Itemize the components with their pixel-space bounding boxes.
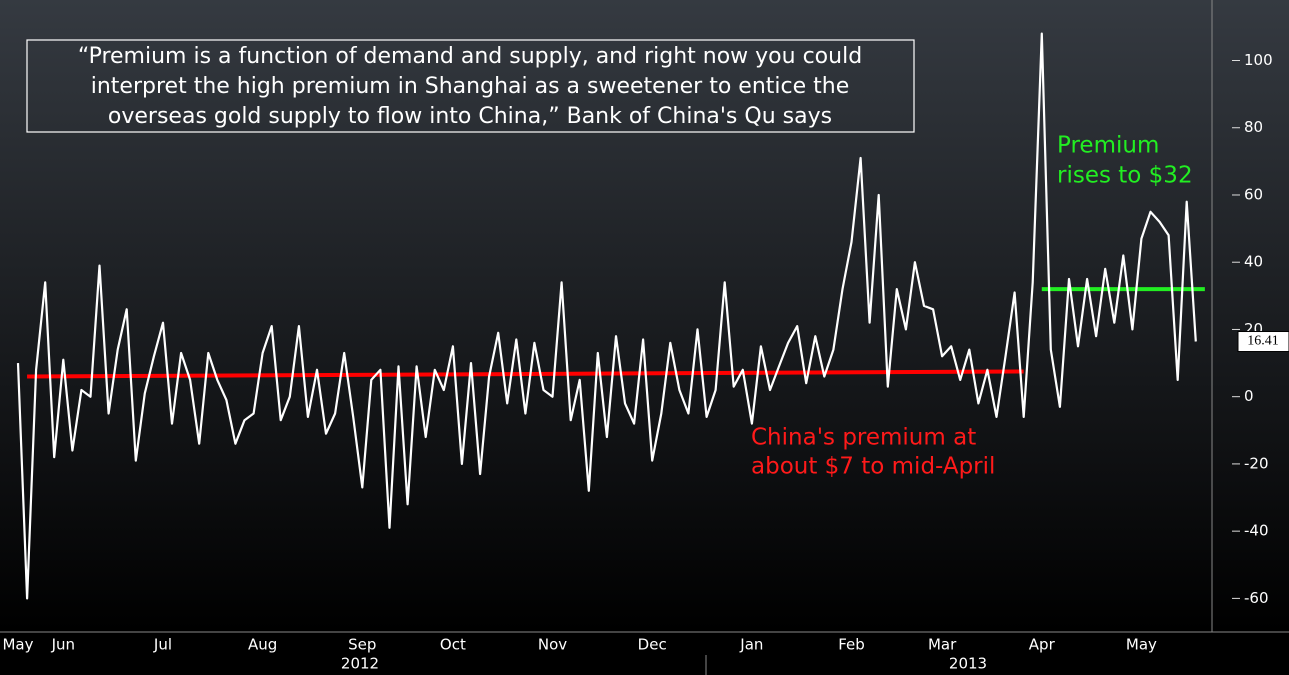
y-tick-label: 40: [1244, 253, 1263, 271]
x-tick-label: May: [1126, 636, 1157, 654]
red-annotation: China's premium at: [751, 425, 976, 451]
green-annotation: rises to $32: [1057, 163, 1193, 189]
quote-line: interpret the high premium in Shanghai a…: [91, 74, 849, 99]
x-tick-label: Apr: [1029, 636, 1056, 654]
x-tick-label: Dec: [638, 636, 667, 654]
red-annotation: about $7 to mid-April: [751, 454, 995, 480]
x-tick-label: Jan: [739, 636, 763, 654]
quote-line: “Premium is a function of demand and sup…: [78, 44, 862, 69]
year-label: 2012: [341, 655, 379, 673]
quote-line: overseas gold supply to flow into China,…: [108, 104, 832, 129]
y-tick-label: 0: [1244, 387, 1254, 405]
year-label: 2013: [949, 655, 987, 673]
quote-box: [26, 39, 915, 133]
x-tick-label: Feb: [838, 636, 865, 654]
x-tick-label: Sep: [348, 636, 376, 654]
x-tick-label: Jul: [153, 636, 172, 654]
y-tick-label: 60: [1244, 185, 1263, 203]
y-tick-label: 80: [1244, 118, 1263, 136]
x-tick-label: Oct: [440, 636, 466, 654]
y-tick-label: 100: [1244, 51, 1273, 69]
price-line: [16, 32, 1197, 600]
last-value-label: 16.41: [1247, 334, 1279, 349]
green-annotation: Premium: [1057, 133, 1159, 159]
y-tick-label: -20: [1244, 454, 1269, 472]
x-tick-label: Nov: [538, 636, 567, 654]
y-tick-label: -60: [1244, 589, 1269, 607]
x-tick-label: May: [2, 636, 33, 654]
last-value-box: [1237, 331, 1289, 353]
x-tick-label: Mar: [928, 636, 957, 654]
y-tick-label: -40: [1244, 522, 1269, 540]
reference-line: [27, 369, 1024, 379]
last-value: 16.41: [1237, 331, 1289, 353]
x-tick-label: Jun: [51, 636, 75, 654]
x-tick-label: Aug: [248, 636, 277, 654]
